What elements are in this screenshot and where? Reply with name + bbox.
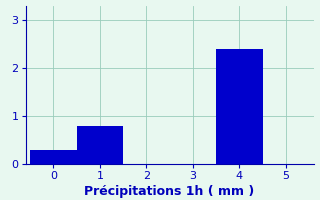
- Bar: [216, 49, 262, 164]
- X-axis label: Précipitations 1h ( mm ): Précipitations 1h ( mm ): [84, 185, 255, 198]
- Bar: [30, 150, 77, 164]
- Bar: [77, 126, 123, 164]
